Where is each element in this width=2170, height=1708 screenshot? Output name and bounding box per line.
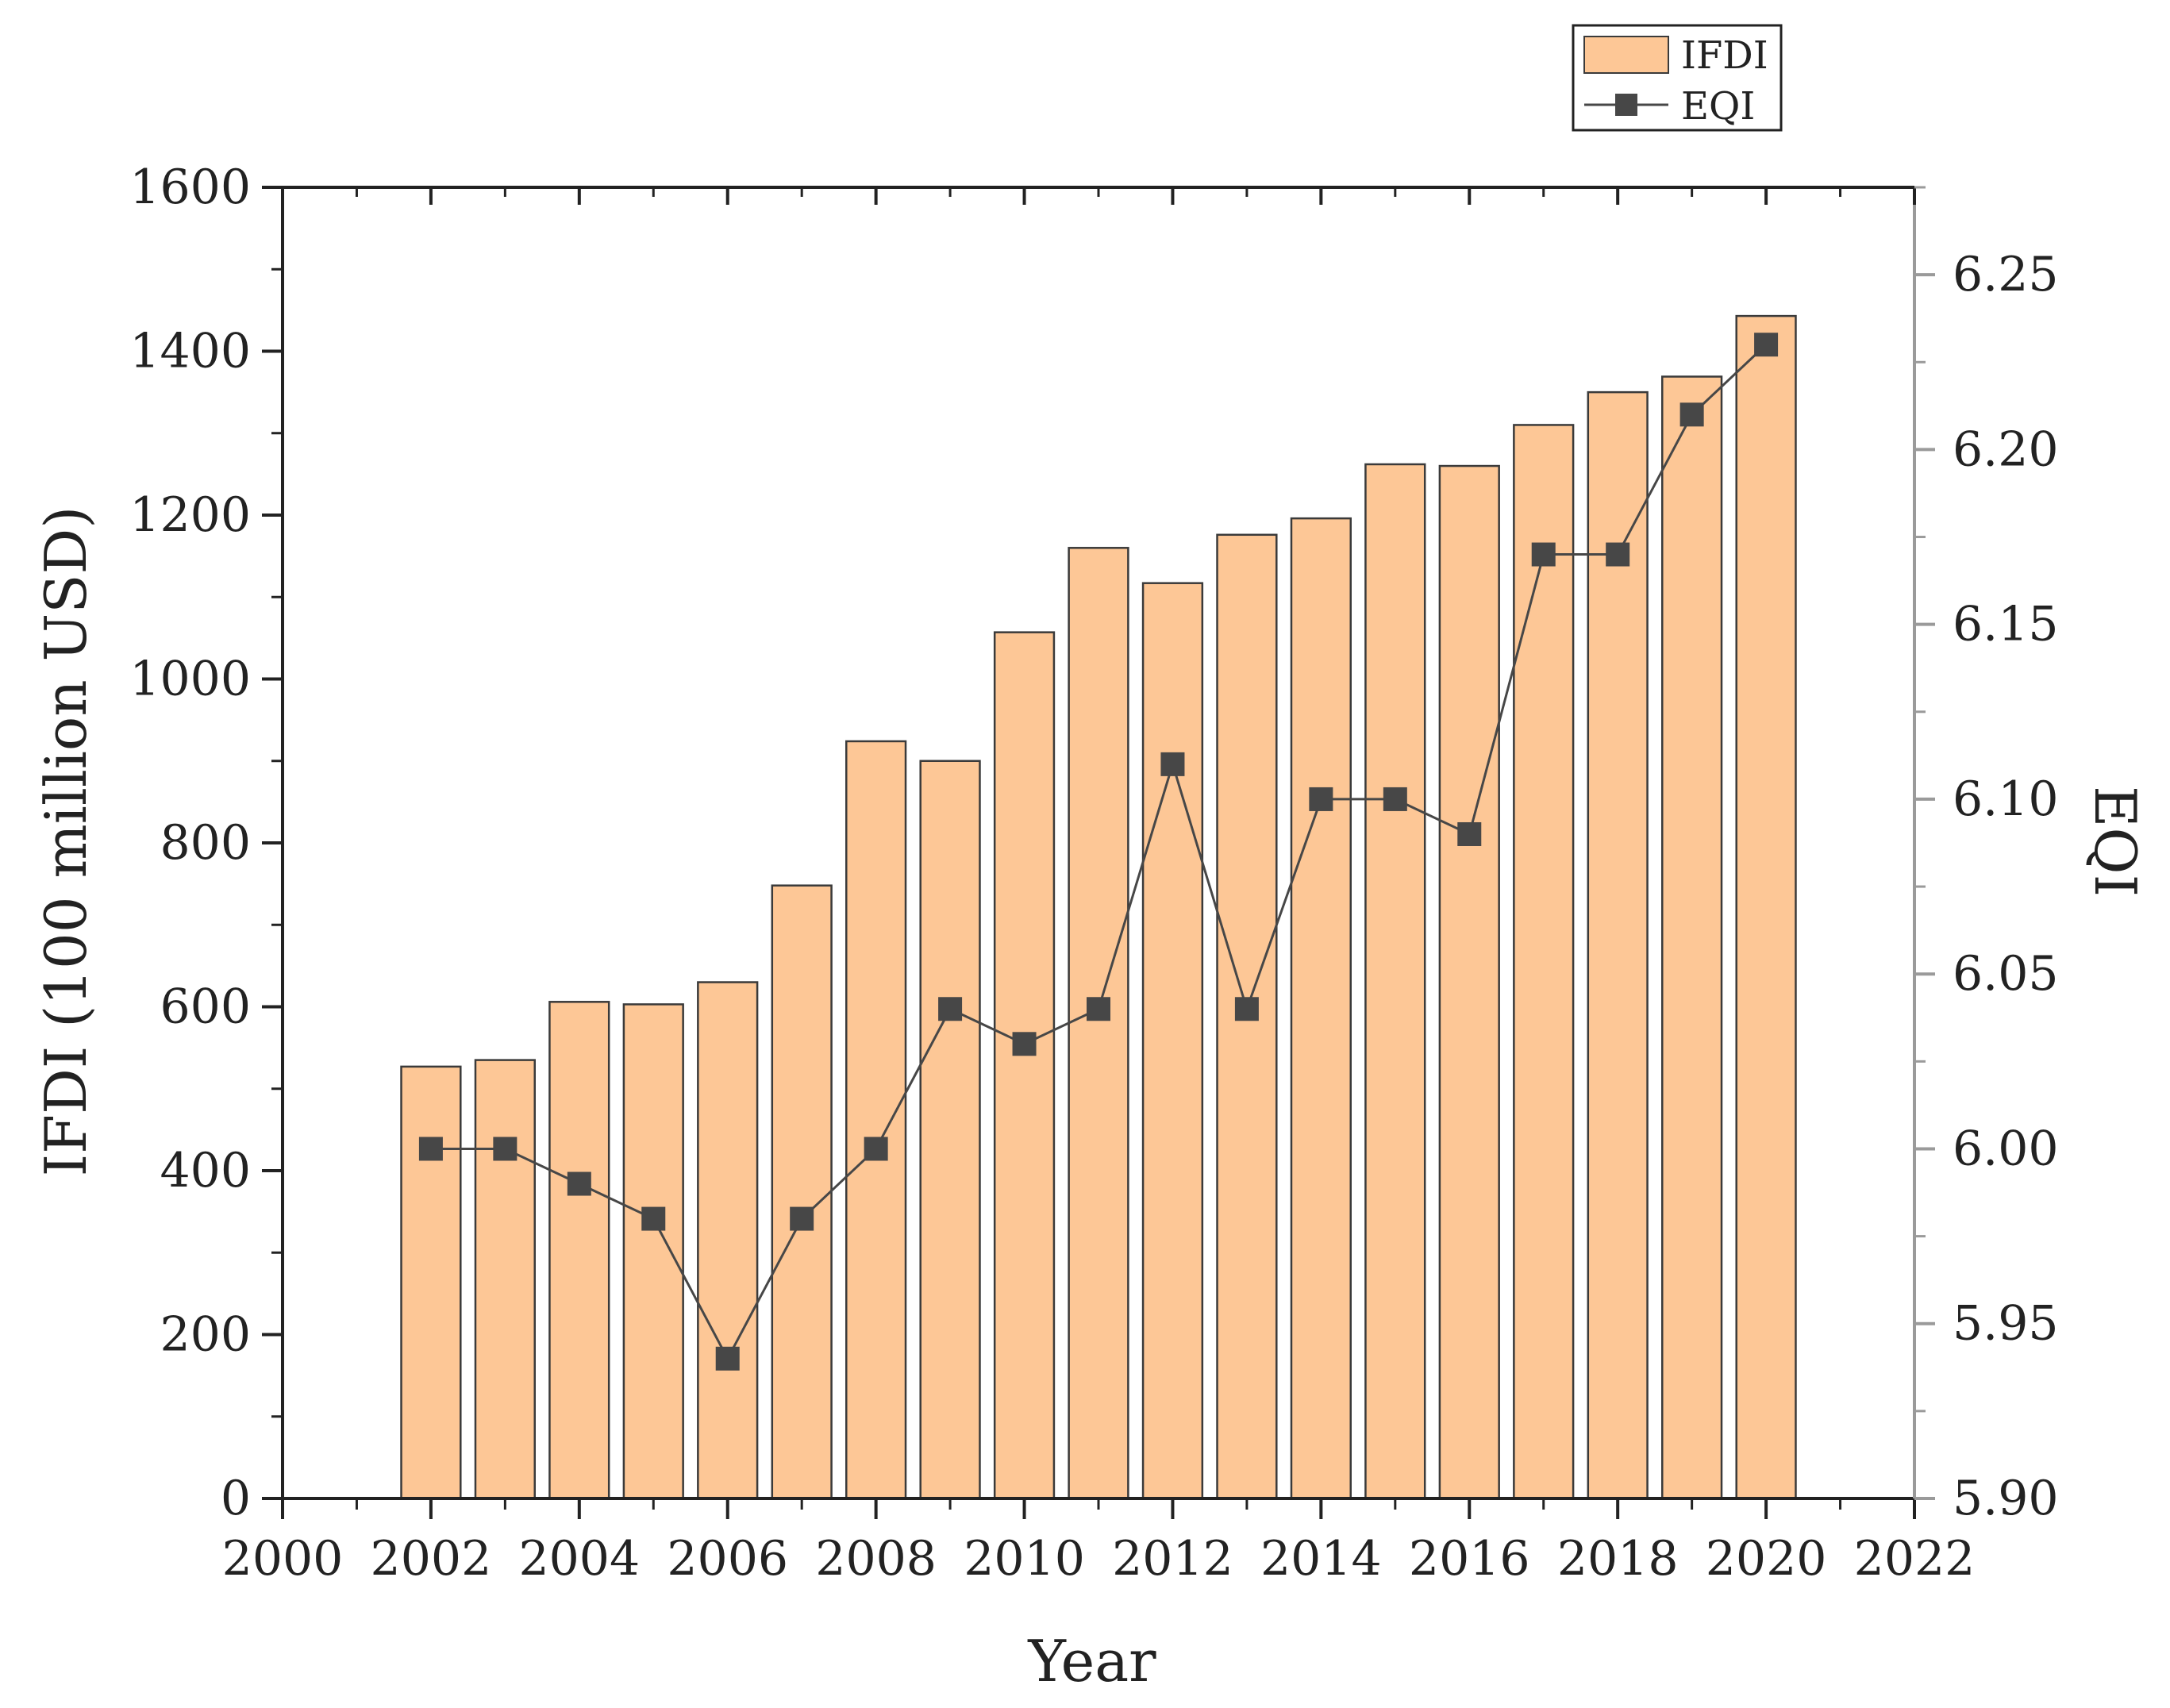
bar-ifdi-2011 <box>1068 547 1129 1500</box>
y-tick-label-1600: 1600 <box>129 160 251 215</box>
x-tick-label-2014: 2014 <box>1260 1531 1382 1587</box>
bar-ifdi-2006 <box>697 981 759 1500</box>
eqi-point-2018 <box>1606 542 1630 567</box>
x-tick-label-2008: 2008 <box>815 1531 937 1587</box>
eqi-point-2004 <box>567 1171 591 1196</box>
x-tick-label-2010: 2010 <box>964 1531 1085 1587</box>
eqi-point-2002 <box>418 1137 443 1161</box>
bar-ifdi-2018 <box>1587 390 1649 1500</box>
bar-ifdi-2015 <box>1364 463 1426 1500</box>
x-tick-label-2006: 2006 <box>667 1531 788 1587</box>
y2-tick-label-6.00: 6.00 <box>1953 1121 2059 1176</box>
x-tick-label-2022: 2022 <box>1854 1531 1976 1587</box>
bar-ifdi-2009 <box>919 760 981 1500</box>
bar-ifdi-2004 <box>548 1001 610 1500</box>
bar-ifdi-2014 <box>1290 517 1352 1500</box>
x-tick-label-2002: 2002 <box>371 1531 492 1587</box>
y-tick-label-1000: 1000 <box>129 652 251 707</box>
y2-tick-label-5.95: 5.95 <box>1953 1296 2059 1352</box>
legend-eqi-marker <box>1615 94 1637 116</box>
ifdi-bars <box>400 314 1797 1500</box>
y-tick-label-0: 0 <box>221 1471 251 1526</box>
eqi-point-2014 <box>1309 787 1333 811</box>
bar-ifdi-2020 <box>1735 314 1797 1500</box>
eqi-point-2008 <box>864 1137 888 1161</box>
y-tick-label-800: 800 <box>160 815 251 871</box>
y2-axis-title: EQI <box>2082 786 2149 897</box>
bar-ifdi-2002 <box>400 1065 462 1500</box>
y-tick-label-200: 200 <box>160 1307 251 1363</box>
bar-ifdi-2008 <box>845 740 907 1500</box>
x-axis-title: Year <box>1027 1628 1156 1695</box>
eqi-point-2016 <box>1457 821 1482 846</box>
bar-ifdi-2016 <box>1438 464 1500 1500</box>
x-tick-label-2016: 2016 <box>1409 1531 1530 1587</box>
eqi-point-2007 <box>790 1206 814 1231</box>
bar-ifdi-2012 <box>1141 582 1204 1500</box>
y2-tick-label-6.25: 6.25 <box>1953 247 2059 302</box>
eqi-point-2011 <box>1087 997 1110 1021</box>
y2-tick-label-6.15: 6.15 <box>1953 597 2059 652</box>
axis-labels: Year IFDI (100 million USD) EQI <box>33 506 2149 1695</box>
bar-ifdi-2003 <box>474 1059 536 1500</box>
bar-ifdi-2010 <box>993 631 1056 1500</box>
eqi-point-2013 <box>1234 997 1259 1021</box>
x-tick-label-2020: 2020 <box>1706 1531 1827 1587</box>
eqi-point-2019 <box>1679 402 1704 427</box>
x-tick-label-2012: 2012 <box>1112 1531 1233 1587</box>
y-tick-label-600: 600 <box>160 979 251 1035</box>
eqi-point-2009 <box>938 997 963 1021</box>
x-tick-label-2018: 2018 <box>1557 1531 1679 1587</box>
eqi-point-2015 <box>1383 787 1407 811</box>
y2-tick-label-6.05: 6.05 <box>1953 946 2059 1002</box>
eqi-point-2020 <box>1754 333 1779 357</box>
bar-ifdi-2005 <box>622 1003 684 1500</box>
x-tick-label-2000: 2000 <box>222 1531 344 1587</box>
eqi-point-2010 <box>1012 1032 1037 1056</box>
bar-ifdi-2019 <box>1661 375 1723 1500</box>
y2-tick-label-6.10: 6.10 <box>1953 771 2059 827</box>
legend-ifdi-swatch <box>1583 36 1669 74</box>
axes: 2000 2002 2004 2006 2008 2010 2012 2014 2016 2018… <box>129 160 2058 1587</box>
y2-tick-label-6.20: 6.20 <box>1953 421 2059 477</box>
eqi-point-2012 <box>1160 752 1185 776</box>
bar-ifdi-2007 <box>771 884 833 1500</box>
legend-eqi-label: EQI <box>1681 84 1755 129</box>
y-tick-label-1200: 1200 <box>129 487 251 543</box>
y2-tick-label-5.90: 5.90 <box>1953 1471 2059 1526</box>
x-tick-label-2004: 2004 <box>518 1531 640 1587</box>
y-tick-label-400: 400 <box>160 1143 251 1198</box>
eqi-point-2005 <box>641 1206 666 1231</box>
eqi-line-series <box>418 333 1779 1371</box>
eqi-point-2006 <box>715 1346 740 1371</box>
eqi-point-2003 <box>493 1137 517 1161</box>
y-tick-label-1400: 1400 <box>129 324 251 379</box>
eqi-point-2017 <box>1531 542 1556 567</box>
legend: IFDI EQI <box>1572 24 1783 132</box>
bar-ifdi-2017 <box>1513 424 1575 1500</box>
legend-ifdi-label: IFDI <box>1681 33 1768 78</box>
y-axis-title: IFDI (100 million USD) <box>33 506 99 1177</box>
